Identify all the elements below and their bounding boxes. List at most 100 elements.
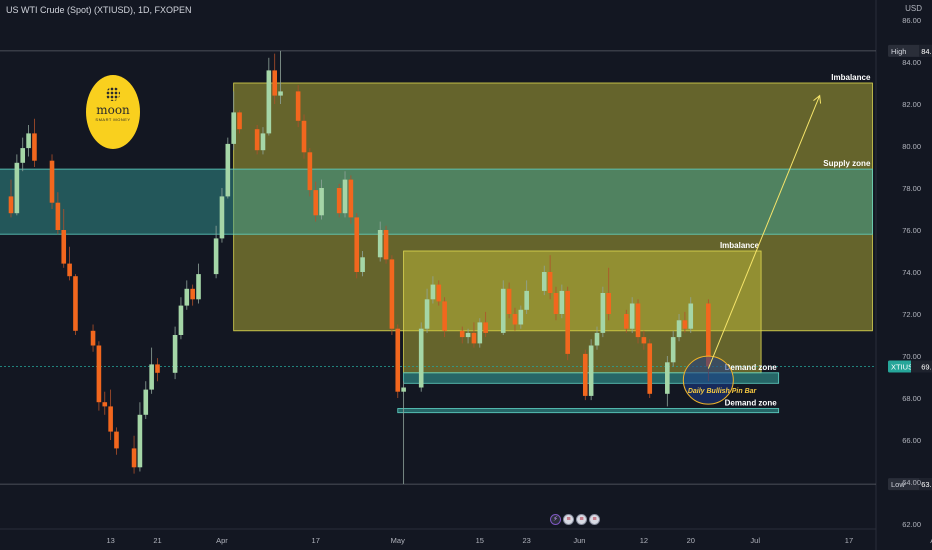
candle-body <box>471 332 477 344</box>
candle <box>383 225 389 264</box>
candle <box>582 349 588 401</box>
last-badge-label: XTIUSD <box>891 363 919 372</box>
candle-body <box>231 112 236 144</box>
candle-body <box>184 288 190 306</box>
low-badge-label: Low <box>891 480 905 489</box>
candle <box>506 282 512 319</box>
candle <box>377 221 383 262</box>
candle-body <box>260 133 266 151</box>
x-tick-label: Apr <box>216 536 228 545</box>
x-tick-label: 12 <box>640 536 648 545</box>
candle-body <box>559 290 565 314</box>
candle <box>219 188 225 243</box>
candle-body <box>600 293 606 333</box>
candle-body <box>594 332 600 346</box>
candle <box>237 110 242 134</box>
candle-body <box>55 202 61 230</box>
candle <box>682 311 688 333</box>
zone-supply <box>0 168 873 235</box>
candle-body <box>213 238 219 275</box>
candle <box>213 225 219 279</box>
candle-body <box>565 290 570 354</box>
candle-body <box>635 303 641 338</box>
candle-body <box>73 276 78 331</box>
candle <box>641 330 647 350</box>
candle <box>395 324 401 398</box>
candle <box>190 284 195 306</box>
candle-body <box>114 431 119 449</box>
candle <box>114 427 119 455</box>
moon-logo-mark <box>106 87 120 101</box>
us-flag-icon[interactable]: ≡ <box>589 514 600 525</box>
candle-body <box>582 353 588 396</box>
candle <box>518 305 524 329</box>
x-tick-label: Jul <box>750 536 760 545</box>
x-tick-label: 13 <box>106 536 114 545</box>
candle <box>149 347 154 394</box>
candle-body <box>459 330 465 338</box>
us-flag-icon[interactable]: ≡ <box>576 514 587 525</box>
candle <box>354 213 360 279</box>
candle-body <box>418 328 424 388</box>
candle <box>55 192 61 235</box>
candle-body <box>137 414 143 468</box>
candle <box>565 286 570 361</box>
candle-body <box>336 188 342 214</box>
x-tick-label: 17 <box>312 536 320 545</box>
last-badge-value: 69.50 <box>921 363 932 372</box>
candle <box>8 179 14 218</box>
candle-body <box>676 320 682 338</box>
projection-arrow-line <box>707 95 821 369</box>
candle-body <box>647 343 653 394</box>
candle <box>559 284 565 319</box>
candle <box>260 127 266 155</box>
lightning-icon[interactable]: ⚡ <box>550 514 561 525</box>
candle-body <box>524 290 529 310</box>
candle-body <box>254 129 260 151</box>
candle-body <box>342 179 348 214</box>
candle-body <box>606 293 612 314</box>
candle-body <box>665 362 670 394</box>
candle-body <box>629 303 635 329</box>
candle <box>665 356 670 407</box>
logo-tagline: SMART MONEY <box>95 117 131 122</box>
high-badge-value-bg <box>919 44 932 57</box>
candle <box>108 389 113 440</box>
candle-body <box>143 389 149 415</box>
candle <box>541 265 547 296</box>
candle-body <box>506 288 512 314</box>
candle <box>131 435 137 474</box>
zone-label-imbalance: Imbalance <box>720 241 760 250</box>
candle <box>688 297 694 333</box>
candle <box>14 154 20 216</box>
candle <box>436 280 442 306</box>
candle <box>606 267 612 321</box>
candle-body <box>67 263 72 277</box>
candle-body <box>96 345 102 403</box>
y-tick-label: 66.00 <box>902 436 921 445</box>
zone-demand <box>397 408 780 414</box>
candle-body <box>237 112 242 130</box>
candle-body <box>90 330 96 346</box>
us-flag-icon[interactable]: ≡ <box>563 514 574 525</box>
candle <box>553 286 559 321</box>
candle-body <box>706 303 711 367</box>
candle <box>471 322 477 348</box>
currency-label: USD <box>905 4 922 13</box>
y-tick-label: 80.00 <box>902 142 921 151</box>
candle-body <box>190 288 195 300</box>
candle <box>442 297 447 338</box>
candle-body <box>155 364 160 373</box>
pin-bar-circle <box>682 355 734 405</box>
candle-body <box>149 364 154 390</box>
candle-body <box>547 272 553 293</box>
candle <box>319 179 324 220</box>
candle-body <box>383 230 389 260</box>
candle <box>360 251 365 277</box>
pin-bar-annotation: Daily Bullish Pin Bar <box>688 388 758 395</box>
candle-body <box>395 328 401 392</box>
candle-body <box>225 143 231 197</box>
candle <box>342 171 348 218</box>
